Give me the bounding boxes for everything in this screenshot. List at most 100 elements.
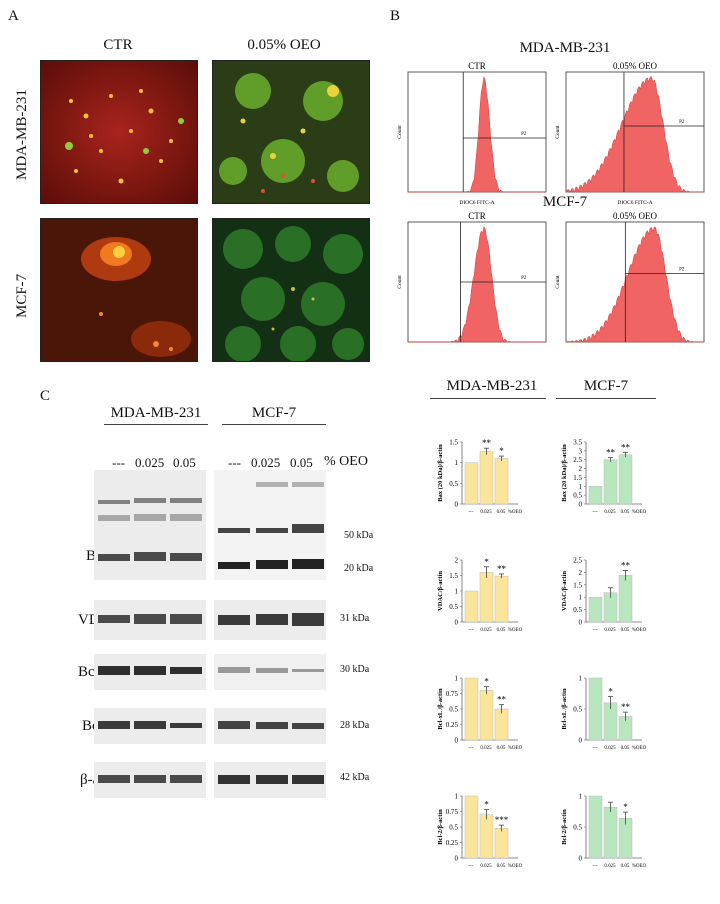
- lane-label-mcf-005: 0.05: [290, 455, 313, 470]
- bar-y-tick-label: 0.5: [573, 606, 582, 614]
- bar-y-label: Bcl-2/β-actin: [437, 809, 444, 845]
- lane-unit-label: % OEO: [324, 454, 368, 469]
- flow-histogram: [408, 226, 546, 343]
- blot-header-mcf-line: [222, 424, 326, 425]
- bar-y-tick-label: 0.5: [573, 706, 582, 714]
- bar-x-tick-label: 0.025: [604, 510, 616, 515]
- flow-cytometry-panels: CTR P2 DIOC6 FITC-A Count 0.05% OEO P2 DIOC6 F…: [397, 61, 705, 343]
- flow-plot-title: 0.05% OEO: [613, 61, 657, 71]
- bar: [464, 590, 479, 623]
- flow-group-title-mda: MDA-MB-231: [519, 40, 611, 56]
- bar-x-tick-label: %OEO: [508, 746, 523, 751]
- blot-header-mda-line: [104, 424, 208, 425]
- flow-xlabel: DIOC6 FITC-A: [459, 200, 494, 206]
- blot-header-mda: MDA-MB-231: [110, 405, 202, 421]
- flow-gate-label: P2: [679, 120, 685, 125]
- bar-significance: *: [484, 677, 489, 687]
- flow-ylabel: Count: [397, 275, 403, 289]
- bar-significance: **: [606, 448, 616, 458]
- bar-y-tick-label: 1.5: [449, 439, 458, 447]
- bar-x-tick-label: ---: [593, 628, 598, 633]
- bar: [494, 458, 509, 505]
- bar: [588, 677, 603, 741]
- flow-histogram: [408, 75, 546, 193]
- lane-label-mda-0025: 0.025: [135, 455, 165, 470]
- kda-28: 28 kDa: [340, 720, 370, 731]
- bar: [464, 795, 479, 859]
- bar-x-tick-label: 0.05: [497, 746, 506, 751]
- bar: [494, 575, 509, 623]
- lane-label-mda-ctrl: ---: [112, 455, 125, 470]
- bar-y-tick-label: 2.5: [573, 456, 582, 464]
- lane-label-mcf-0025: 0.025: [251, 455, 281, 470]
- bar-x-tick-label: 0.025: [480, 628, 492, 633]
- bar: [494, 708, 509, 741]
- bar: [479, 451, 494, 505]
- bar: [603, 459, 618, 505]
- bar-y-tick-label: 0: [455, 619, 459, 627]
- bar-y-tick-label: 0.5: [449, 706, 458, 714]
- bar-y-tick-label: 2: [579, 569, 583, 577]
- bar-significance: ***: [495, 815, 509, 825]
- bar-x-tick-label: 0.05: [621, 864, 630, 869]
- bar-x-tick-label: 0.05: [621, 510, 630, 515]
- bar: [479, 572, 494, 623]
- bar-y-label: Bcl-xL /β-actin: [437, 688, 444, 730]
- bar-y-tick-label: 0.75: [446, 690, 459, 698]
- flow-plot-title: CTR: [468, 61, 486, 71]
- bar-y-tick-label: 2: [455, 557, 459, 565]
- bar-y-tick-label: 0: [579, 855, 583, 863]
- bar-x-tick-label: %OEO: [508, 864, 523, 869]
- bar-y-tick-label: 0: [579, 501, 583, 509]
- panel-a-row-title-mda: MDA-MB-231: [14, 89, 30, 180]
- bar-x-tick-label: 0.05: [497, 628, 506, 633]
- blot-bax: [94, 470, 326, 580]
- kda-50: 50 kDa: [344, 530, 374, 541]
- bar-y-tick-label: 2.5: [573, 557, 582, 565]
- bar-significance: **: [482, 438, 492, 448]
- blot-header-mcf: MCF-7: [251, 405, 297, 421]
- bar-x-tick-label: ---: [593, 510, 598, 515]
- panel-a-row-title-mcf: MCF-7: [14, 273, 30, 318]
- bar-header-mcf: MCF-7: [583, 378, 629, 394]
- bar-y-tick-label: 0.25: [446, 721, 459, 729]
- bar: [479, 690, 494, 741]
- bar-x-tick-label: 0.025: [604, 864, 616, 869]
- bar: [603, 806, 618, 859]
- kda-31: 31 kDa: [340, 613, 370, 624]
- bar: [618, 575, 633, 623]
- bar-y-tick-label: 1: [455, 793, 459, 801]
- kda-20: 20 kDa: [344, 563, 374, 574]
- flow-ylabel: Count: [555, 125, 561, 139]
- bar-y-tick-label: 0.5: [573, 824, 582, 832]
- bar-x-tick-label: ---: [593, 864, 598, 869]
- bar-y-label: Bax (20 kDa)/β-actin: [437, 444, 444, 502]
- bar-x-tick-label: ---: [469, 746, 474, 751]
- flow-xlabel: DIOC6 FITC-A: [617, 200, 652, 206]
- blot-vdac: [94, 600, 326, 640]
- blot-bclxl: [94, 654, 326, 690]
- flow-gate-label: P2: [679, 268, 685, 273]
- bar-x-tick-label: 0.025: [480, 510, 492, 515]
- bar-x-tick-label: 0.025: [604, 746, 616, 751]
- bar-y-tick-label: 3.5: [573, 439, 582, 447]
- flow-ylabel: Count: [555, 275, 561, 289]
- bar-significance: **: [621, 702, 631, 712]
- bar-significance: **: [621, 560, 631, 570]
- bar-significance: *: [484, 557, 489, 567]
- panel-b-letter: B: [390, 8, 401, 24]
- bar-x-tick-label: %OEO: [508, 628, 523, 633]
- bar-y-tick-label: 1: [455, 675, 459, 683]
- bar-x-tick-label: 0.05: [621, 746, 630, 751]
- bar-y-tick-label: 1.5: [573, 581, 582, 589]
- bar-y-label: VDAC/β-actin: [561, 571, 568, 611]
- bar: [494, 827, 509, 859]
- flow-gate-label: P2: [521, 276, 527, 281]
- bar-y-tick-label: 1: [579, 675, 583, 683]
- bar-y-tick-label: 0: [455, 855, 459, 863]
- flow-gate-label: P2: [521, 132, 527, 137]
- bar: [618, 454, 633, 505]
- bar-y-label: Bcl-2/β-actin: [561, 809, 568, 845]
- bar-y-label: Bax (20 kDa)/β-actin: [561, 444, 568, 502]
- bar-x-tick-label: 0.025: [604, 628, 616, 633]
